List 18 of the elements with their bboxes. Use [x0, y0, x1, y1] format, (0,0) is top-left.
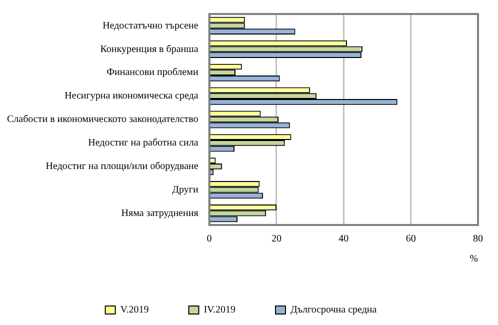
y-tick-label: Недостиг на работна сила: [88, 138, 199, 149]
x-tick-label: 80: [473, 234, 483, 245]
y-tick-label: Несигурна икономическа среда: [64, 90, 199, 102]
y-tick-label: Слабости в икономическото законодателство: [6, 114, 198, 126]
y-tick-label: Недостатъчно търсене: [102, 20, 199, 32]
y-tick-label: Други: [172, 184, 199, 196]
y-tick-label: Няма затруднения: [121, 208, 199, 219]
y-tick-label: Финансови проблеми: [106, 67, 199, 78]
x-tick-label: 60: [406, 234, 416, 245]
y-tick-label: Недостиг на площи/или оборудване: [46, 161, 199, 172]
legend-label: IV.2019: [204, 304, 236, 316]
y-tick-label: Конкуренция в бранша: [100, 44, 199, 55]
x-tick-label: 20: [271, 234, 282, 245]
legend-label: V.2019: [120, 304, 149, 316]
x-tick-label: 40: [338, 234, 349, 245]
x-tick-label: 0: [206, 234, 212, 245]
legend-label: Дългосрочна средна: [290, 304, 378, 316]
x-axis-title: %: [470, 254, 478, 265]
